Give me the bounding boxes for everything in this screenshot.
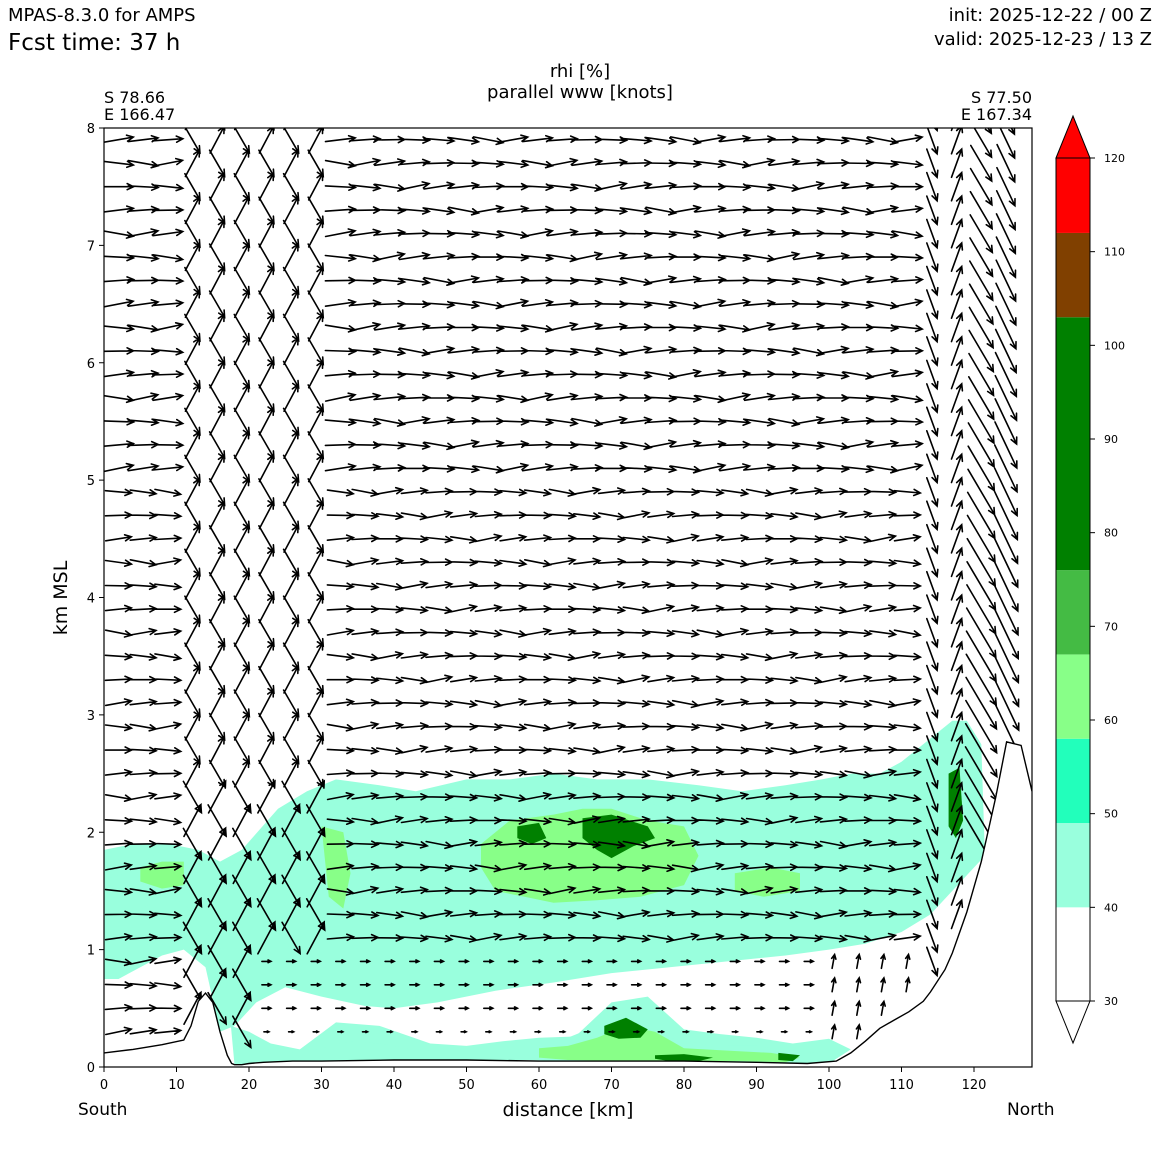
init-time: init: 2025-12-22 / 00 Z [948,5,1152,26]
rhi-region-76 [517,822,547,844]
colorbar-tick-label: 100 [1104,339,1125,352]
colorbar-tick-label: 60 [1104,714,1118,727]
x-tick-label: 30 [313,1078,330,1093]
colorbar-band [1056,158,1090,233]
colorbar-tick-label: 120 [1104,152,1125,165]
end-latitude: S 77.50 [970,88,1032,107]
end-longitude: E 167.34 [960,105,1032,124]
chart-title-line-1: rhi [%] [549,61,611,82]
x-axis-label: distance [km] [502,1099,634,1121]
y-tick-label: 1 [87,944,95,959]
south-label: South [78,1100,128,1120]
x-tick-label: 120 [962,1078,987,1093]
x-tick-label: 70 [603,1078,620,1093]
start-longitude: E 166.47 [104,105,176,124]
colorbar-tick-label: 110 [1104,246,1125,259]
chart-title-line-2: parallel www [knots] [487,82,673,103]
colorbar-band [1056,570,1090,655]
terrain [104,741,1032,1067]
rhi-region-58 [734,867,800,897]
colorbar-tick-label: 80 [1104,527,1118,540]
terrain-fill [104,741,1032,1067]
colorbar-band [1056,317,1090,571]
x-tick-label: 40 [386,1078,403,1093]
colorbar-band [1056,738,1090,824]
colorbar-band [1056,654,1090,739]
rhi-region-76 [778,1052,800,1062]
x-tick-label: 60 [531,1078,548,1093]
x-tick-label: 80 [676,1078,693,1093]
x-tick-label: 90 [748,1078,765,1093]
colorbar-tick-label: 50 [1104,808,1118,821]
x-tick-label: 20 [241,1078,258,1093]
colorbar-frame [1055,157,1091,1002]
wind-arrows [104,128,1020,1050]
valid-time: valid: 2025-12-23 / 13 Z [934,29,1152,50]
y-tick-label: 4 [87,592,95,607]
colorbar-band [1056,232,1090,318]
y-tick-label: 5 [87,474,95,489]
forecast-time: Fcst time: 37 h [8,30,181,56]
y-tick-label: 6 [87,357,95,372]
x-tick-label: 110 [889,1078,914,1093]
colorbar-extend-bottom [1055,1000,1091,1045]
x-tick-label: 50 [458,1078,475,1093]
x-tick-label: 0 [100,1078,108,1093]
y-tick-label: 8 [87,122,95,137]
wind-arrow-field [104,128,1020,1050]
y-tick-label: 3 [87,709,95,724]
y-tick-label: 0 [87,1061,95,1076]
rhi-region-76 [604,1017,648,1039]
colorbar-tick-label: 70 [1104,620,1118,633]
axes: 0 10 20 30 40 50 60 70 80 90 100 110 120 0 1 2 3 4 5 6 7 8 [87,122,987,1093]
rhi-region-58 [539,1025,800,1063]
y-tick-label: 2 [87,826,95,841]
start-latitude: S 78.66 [104,88,166,107]
colorbar: 30 40 50 60 70 80 90 100 110 120 [1055,114,1125,1045]
y-tick-label: 7 [87,239,95,254]
north-label: North [1007,1100,1055,1120]
x-tick-label: 100 [817,1078,842,1093]
model-name: MPAS-8.3.0 for AMPS [8,5,196,26]
colorbar-tick-label: 40 [1104,901,1118,914]
colorbar-extend-top [1055,114,1091,159]
rhi-region-76 [582,814,655,859]
colorbar-tick-label: 30 [1104,995,1118,1008]
rhi-region-76 [655,1054,713,1062]
colorbar-tick-label: 90 [1104,433,1118,446]
colorbar-band [1056,907,1090,1001]
x-tick-label: 10 [168,1078,185,1093]
rhi-contours [104,720,985,1065]
terrain-line [104,741,1032,1066]
colorbar-band [1056,823,1090,908]
